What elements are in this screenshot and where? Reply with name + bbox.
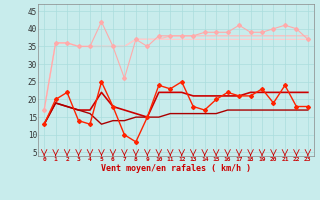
X-axis label: Vent moyen/en rafales ( km/h ): Vent moyen/en rafales ( km/h ) (101, 164, 251, 173)
